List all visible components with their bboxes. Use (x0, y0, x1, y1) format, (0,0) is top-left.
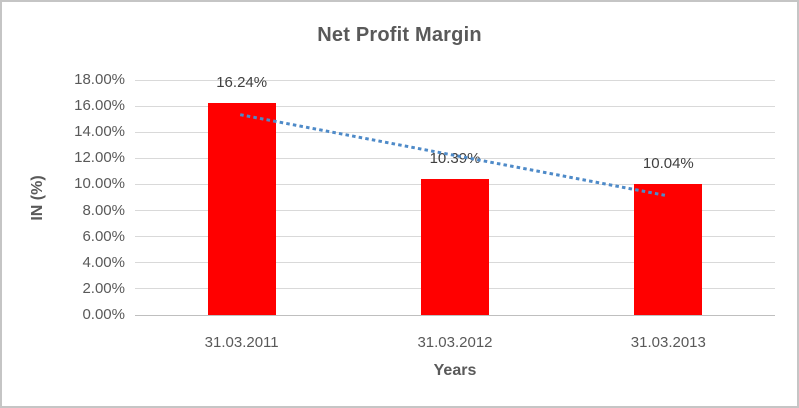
bar-data-label: 10.04% (642, 154, 694, 172)
x-tick-label: 31.03.2011 (204, 334, 279, 351)
y-tick-label: 6.00% (82, 227, 125, 245)
y-tick-label: 8.00% (82, 201, 125, 219)
y-tick-label: 2.00% (82, 279, 125, 297)
bar-data-label: 16.24% (216, 73, 268, 91)
y-tick-label: 16.00% (74, 97, 125, 115)
bar (421, 179, 489, 315)
y-tick-label: 12.00% (74, 149, 125, 167)
gridline (135, 79, 775, 81)
gridline (135, 314, 775, 316)
x-axis-title: Years (433, 362, 477, 379)
chart-title: Net Profit Margin (317, 24, 482, 46)
y-tick-label: 10.00% (74, 175, 125, 193)
y-tick-label: 4.00% (82, 253, 125, 271)
y-tick-label: 18.00% (74, 71, 125, 88)
bar (634, 183, 703, 315)
gridline (135, 105, 775, 107)
plot-area (135, 79, 775, 316)
y-axis-title: IN (%) (29, 175, 46, 221)
bar-data-label: 10.39% (429, 150, 481, 168)
y-tick-label: 14.00% (74, 123, 125, 141)
bar (207, 102, 276, 315)
x-tick-label: 31.03.2012 (417, 334, 493, 351)
y-tick-label: 0.00% (82, 306, 125, 323)
x-tick-label: 31.03.2013 (630, 334, 706, 351)
